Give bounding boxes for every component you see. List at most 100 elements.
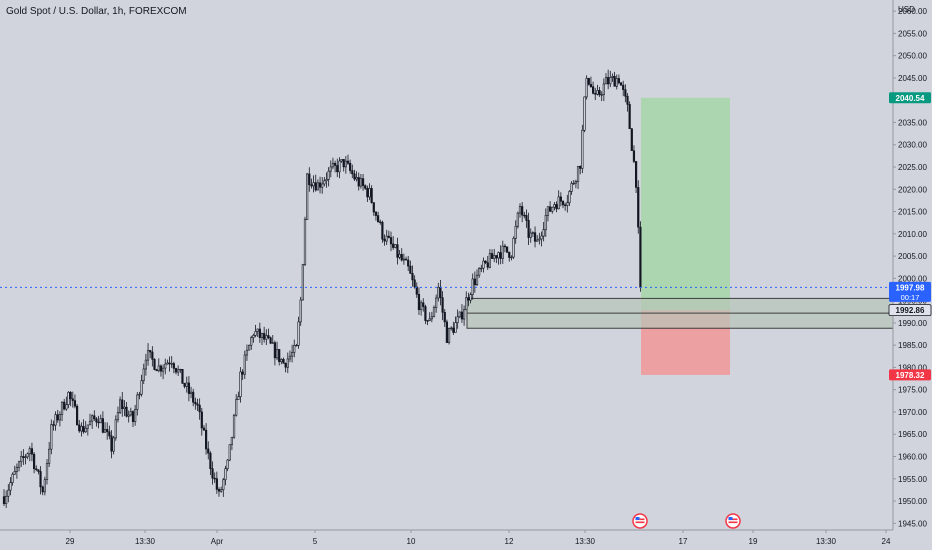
candle-body bbox=[73, 400, 77, 407]
candle-body bbox=[628, 104, 631, 130]
candle-body bbox=[60, 401, 64, 415]
candle-body bbox=[200, 411, 203, 429]
time-scale[interactable] bbox=[0, 530, 932, 550]
candle-body bbox=[48, 448, 51, 464]
candle-body bbox=[624, 89, 627, 97]
candle-body bbox=[366, 187, 369, 198]
candle-body bbox=[192, 391, 195, 403]
candle-body bbox=[301, 264, 304, 301]
candle-body bbox=[585, 77, 588, 98]
candle-body bbox=[110, 435, 113, 452]
candle-body bbox=[333, 162, 337, 166]
time-tick-label: 10 bbox=[407, 537, 416, 546]
candle-body bbox=[396, 244, 399, 258]
candle-body bbox=[181, 369, 184, 384]
time-tick-label: 19 bbox=[749, 537, 758, 546]
candle-body bbox=[607, 77, 610, 85]
candle-body bbox=[499, 252, 502, 259]
candle-body bbox=[144, 359, 148, 370]
candle-body bbox=[196, 403, 199, 406]
candle-body bbox=[518, 206, 522, 214]
candle-body bbox=[516, 212, 519, 227]
price-tick-label: 1960.00 bbox=[898, 453, 927, 462]
candle-body bbox=[265, 335, 268, 340]
candle-body bbox=[379, 221, 382, 223]
candle-body bbox=[177, 369, 180, 373]
candle-body bbox=[235, 399, 238, 416]
time-tick-label: 17 bbox=[679, 537, 688, 546]
candle-body bbox=[297, 321, 300, 346]
candle-body bbox=[136, 394, 139, 410]
candle-body bbox=[119, 399, 122, 413]
candle-body bbox=[546, 206, 550, 216]
price-scale[interactable] bbox=[893, 0, 932, 530]
candle-body bbox=[411, 273, 414, 281]
candle-body bbox=[639, 226, 642, 288]
candle-body bbox=[437, 286, 440, 299]
candle-body bbox=[263, 333, 266, 340]
candle-body bbox=[372, 202, 375, 213]
candle-body bbox=[198, 404, 201, 413]
candle-body bbox=[417, 294, 421, 310]
candle-body bbox=[594, 93, 597, 95]
candle-body bbox=[424, 306, 427, 321]
candle-body bbox=[508, 251, 511, 258]
candle-body bbox=[82, 426, 85, 433]
candle-body bbox=[349, 162, 352, 171]
candle-body bbox=[146, 350, 150, 361]
candle-body bbox=[387, 235, 390, 238]
candle-body bbox=[226, 459, 229, 469]
candle-body bbox=[243, 354, 246, 375]
time-scale-ticks: 29 13:30 Apr 5 10 12 13:30 17 19 13:30 24 bbox=[66, 530, 891, 546]
candle-body bbox=[533, 232, 537, 242]
candle-body bbox=[179, 369, 182, 371]
candle-body bbox=[364, 185, 367, 189]
candle-body bbox=[71, 398, 74, 401]
candle-body bbox=[67, 391, 70, 405]
candle-body bbox=[280, 359, 283, 363]
candle-body bbox=[205, 429, 208, 450]
candle-body bbox=[467, 297, 470, 301]
candle-body bbox=[275, 349, 279, 359]
candle-body bbox=[458, 311, 461, 318]
us-flag-icon[interactable] bbox=[632, 513, 648, 529]
candle-body bbox=[540, 235, 543, 240]
candle-body bbox=[321, 183, 324, 188]
candle-body bbox=[419, 302, 423, 310]
candle-body bbox=[529, 232, 532, 238]
candle-body bbox=[106, 429, 109, 433]
candle-body bbox=[52, 424, 55, 426]
candle-body bbox=[9, 482, 12, 491]
candle-body bbox=[65, 404, 68, 410]
candle-body bbox=[310, 184, 313, 187]
price-tick-label: 1945.00 bbox=[898, 519, 927, 528]
candle-body bbox=[561, 200, 565, 206]
price-tick-label: 2055.00 bbox=[898, 29, 927, 38]
candle-body bbox=[473, 278, 476, 286]
profit-target-zone[interactable] bbox=[641, 97, 730, 311]
candle-body bbox=[282, 359, 285, 364]
candle-body bbox=[278, 349, 281, 363]
price-tick-label: 1980.00 bbox=[898, 363, 927, 372]
candle-body bbox=[327, 170, 330, 180]
candle-body bbox=[174, 368, 178, 373]
us-flag-icon[interactable] bbox=[725, 513, 741, 529]
candlestick-series bbox=[2, 69, 642, 508]
candle-body bbox=[252, 335, 255, 338]
candle-body bbox=[50, 424, 53, 450]
candle-body bbox=[248, 344, 251, 351]
candle-body bbox=[316, 182, 320, 191]
candle-body bbox=[441, 297, 444, 313]
candle-body bbox=[254, 331, 257, 336]
candle-body bbox=[544, 215, 547, 230]
candle-body bbox=[604, 77, 608, 85]
price-tick-label: 2000.00 bbox=[898, 274, 927, 283]
candle-body bbox=[157, 365, 160, 372]
candle-body bbox=[323, 180, 326, 185]
price-tick-label: 2005.00 bbox=[898, 252, 927, 261]
candle-body bbox=[299, 299, 302, 323]
candle-body bbox=[536, 239, 539, 242]
candle-body bbox=[153, 359, 156, 370]
